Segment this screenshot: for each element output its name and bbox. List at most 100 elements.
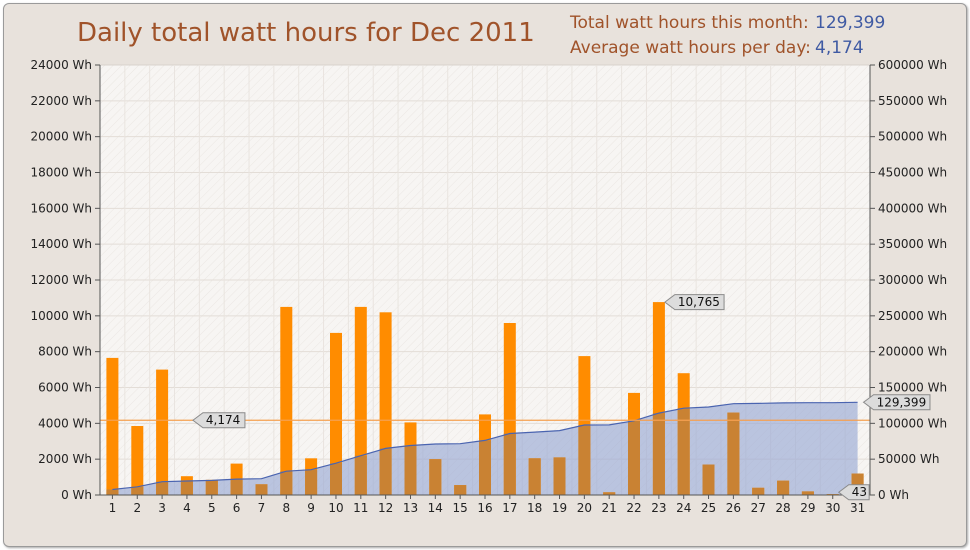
- y-right-tick-label: 100000 Wh: [878, 416, 947, 430]
- callout-text: 43: [852, 485, 867, 499]
- x-tick-label: 5: [208, 501, 216, 515]
- y-left-tick-label: 0 Wh: [61, 488, 92, 502]
- x-tick-label: 9: [307, 501, 315, 515]
- y-left-tick-label: 20000 Wh: [31, 130, 92, 144]
- average-value: 4,174: [815, 38, 864, 58]
- average-label: Average watt hours per day:: [570, 38, 811, 58]
- bar-overlap-day-24: [677, 408, 690, 495]
- x-tick-label: 13: [403, 501, 418, 515]
- y-right-tick-label: 150000 Wh: [878, 381, 947, 395]
- x-tick-label: 8: [282, 501, 290, 515]
- callout-box: [837, 484, 870, 501]
- bar-overlap-day-18: [528, 458, 541, 495]
- daily-bars: [106, 302, 864, 496]
- callout-box: [192, 412, 246, 429]
- total-label: Total watt hours this month:: [570, 13, 809, 33]
- x-tick-label: 11: [353, 501, 368, 515]
- callout-box: [862, 394, 931, 411]
- x-tick-label: 25: [701, 501, 716, 515]
- y-right-tick-label: 300000 Wh: [878, 273, 947, 287]
- y-right-tick-label: 350000 Wh: [878, 237, 947, 251]
- grid: [100, 65, 870, 495]
- bar-overlap-day-15: [454, 485, 467, 495]
- x-tick-label: 31: [850, 501, 865, 515]
- x-tick-label: 21: [602, 501, 617, 515]
- x-tick-label: 29: [800, 501, 815, 515]
- y-right-tick-label: 450000 Wh: [878, 166, 947, 180]
- y-right-tick-label: 0 Wh: [878, 488, 909, 502]
- chart-title: Daily total watt hours for Dec 2011: [77, 18, 535, 48]
- x-tick-label: 18: [527, 501, 542, 515]
- x-tick-label: 30: [825, 501, 840, 515]
- bar-overlap-day-3: [156, 481, 169, 495]
- x-tick-label: 7: [258, 501, 266, 515]
- y-left-tick-label: 12000 Wh: [31, 273, 92, 287]
- y-left-tick-label: 18000 Wh: [31, 166, 92, 180]
- callout-text: 4,174: [206, 413, 240, 427]
- bar-day-1: [106, 357, 119, 495]
- x-tick-label: 12: [378, 501, 393, 515]
- y-right-tick-label: 500000 Wh: [878, 130, 947, 144]
- x-tick-label: 26: [726, 501, 741, 515]
- x-tick-label: 6: [233, 501, 241, 515]
- total-value: 129,399: [815, 13, 886, 33]
- bar-overlap-day-13: [404, 445, 417, 495]
- bar-overlap-day-8: [280, 471, 293, 495]
- x-tick-label: 4: [183, 501, 191, 515]
- y-left-tick-label: 14000 Wh: [31, 237, 92, 251]
- bar-overlap-day-21: [603, 492, 616, 495]
- bar-overlap-day-14: [429, 459, 442, 495]
- bar-overlap-day-26: [727, 412, 740, 495]
- y-left-tick-label: 24000 Wh: [31, 58, 92, 72]
- x-tick-label: 27: [751, 501, 766, 515]
- bar-overlap-day-1: [106, 489, 119, 495]
- bar-day-11: [354, 306, 367, 495]
- bar-overlap-day-25: [702, 464, 715, 495]
- y-right-tick-label: 400000 Wh: [878, 201, 947, 215]
- bar-day-3: [156, 369, 169, 495]
- x-tick-label: 10: [328, 501, 343, 515]
- bar-overlap-day-6: [230, 479, 243, 495]
- bar-overlap-day-23: [652, 413, 665, 495]
- bar-overlap-day-4: [180, 481, 193, 495]
- bar-overlap-day-27: [752, 487, 765, 495]
- x-tick-label: 15: [453, 501, 468, 515]
- cumulative-line: [112, 401, 858, 491]
- x-tick-label: 19: [552, 501, 567, 515]
- x-tick-label: 20: [577, 501, 592, 515]
- y-left-tick-label: 16000 Wh: [31, 201, 92, 215]
- callout-text: 129,399: [877, 395, 927, 409]
- bar-overlap-day-17: [503, 433, 516, 495]
- axes: 0 Wh 2000 Wh 4000 Wh 6000 Wh 8000 Wh 10000 Wh…: [31, 58, 948, 515]
- bar-day-2: [131, 426, 144, 495]
- y-right-tick-label: 200000 Wh: [878, 345, 947, 359]
- y-left-tick-label: 4000 Wh: [38, 416, 92, 430]
- bar-overlap-day-11: [354, 455, 367, 495]
- y-right-tick-label: 50000 Wh: [878, 452, 939, 466]
- bar-overlap-day-20: [578, 425, 591, 495]
- bar-overlap-day-9: [305, 469, 318, 495]
- bar-overlap-day-19: [553, 457, 566, 495]
- y-right-tick-label: 600000 Wh: [878, 58, 947, 72]
- bar-overlap-day-7: [255, 484, 268, 496]
- x-tick-label: 16: [477, 501, 492, 515]
- x-tick-label: 2: [133, 501, 141, 515]
- x-tick-label: 3: [158, 501, 166, 515]
- annotations: 4,174 10,765 129,399 43: [192, 294, 931, 501]
- x-tick-label: 28: [775, 501, 790, 515]
- y-right-tick-label: 550000 Wh: [878, 94, 947, 108]
- y-left-tick-label: 6000 Wh: [38, 381, 92, 395]
- x-tick-label: 14: [428, 501, 443, 515]
- bar-overlap-day-16: [479, 440, 491, 495]
- x-tick-label: 24: [676, 501, 691, 515]
- callout-box: [664, 294, 725, 311]
- bar-overlap-day-2: [131, 486, 144, 495]
- y-left-tick-label: 10000 Wh: [31, 309, 92, 323]
- x-tick-label: 1: [109, 501, 117, 515]
- y-right-tick-label: 250000 Wh: [878, 309, 947, 323]
- callout-text: 10,765: [678, 295, 720, 309]
- bar-overlap-day-12: [379, 448, 392, 495]
- x-tick-label: 22: [626, 501, 641, 515]
- bar-day-10: [330, 332, 342, 495]
- bar-overlap-day-22: [628, 420, 640, 495]
